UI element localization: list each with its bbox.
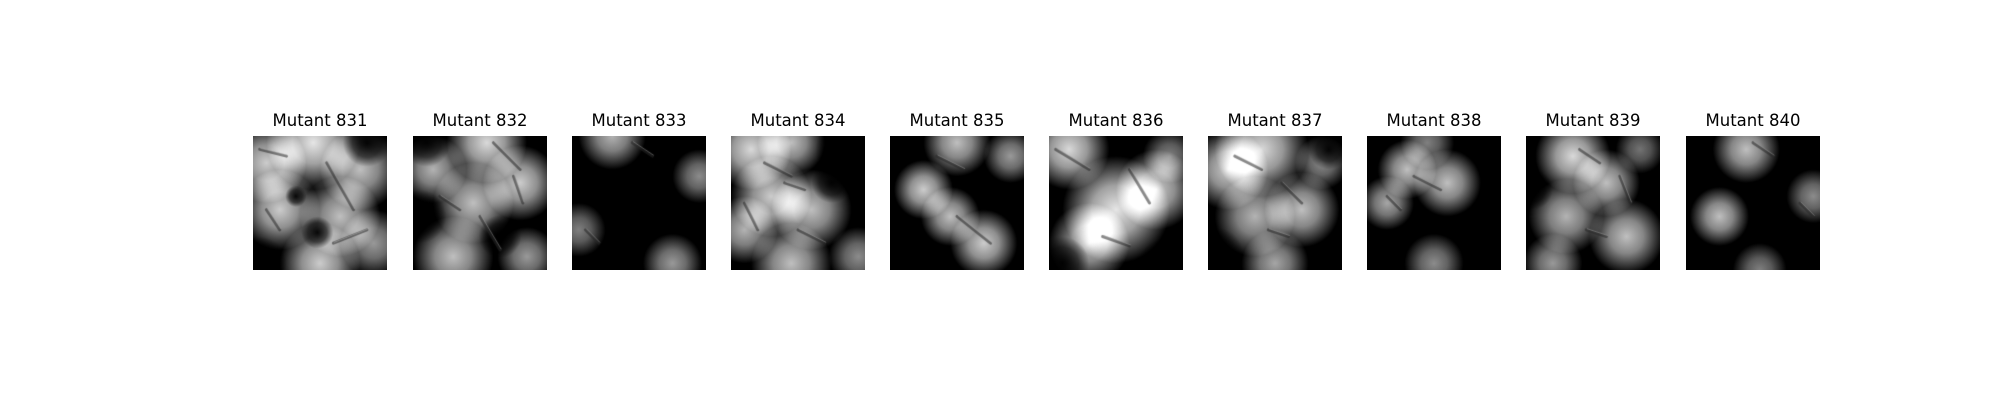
- mutant-image: [572, 136, 706, 270]
- panel-title: Mutant 834: [750, 111, 846, 130]
- mutant-image: [1208, 136, 1342, 270]
- mutant-image: [890, 136, 1024, 270]
- mutant-image: [1686, 136, 1820, 270]
- panel-title: Mutant 840: [1705, 111, 1801, 130]
- panel-title: Mutant 836: [1068, 111, 1164, 130]
- mutant-image: [1049, 136, 1183, 270]
- panel-title: Mutant 835: [909, 111, 1005, 130]
- panel-title: Mutant 833: [591, 111, 687, 130]
- panel-title: Mutant 838: [1386, 111, 1482, 130]
- panel-title: Mutant 832: [432, 111, 528, 130]
- panel-title: Mutant 837: [1227, 111, 1323, 130]
- mutant-image: [1367, 136, 1501, 270]
- mutant-image: [253, 136, 387, 270]
- panel-title: Mutant 839: [1545, 111, 1641, 130]
- mutant-image: [731, 136, 865, 270]
- mutant-image: [1526, 136, 1660, 270]
- panel-title: Mutant 831: [272, 111, 368, 130]
- mutant-image: [413, 136, 547, 270]
